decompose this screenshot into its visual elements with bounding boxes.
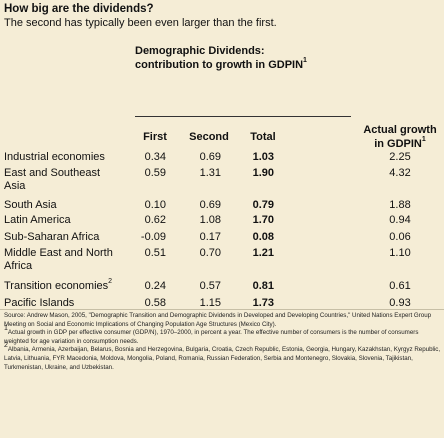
row-label: Sub-Saharan Africa — [4, 231, 116, 244]
row-label-sup: 2 — [108, 278, 113, 286]
row-label: Latin America — [4, 214, 116, 227]
cell-second: 0.17 — [199, 231, 221, 243]
cell-actual: 2.25 — [389, 151, 411, 163]
row-label: East and Southeast Asia — [4, 167, 116, 193]
cell-second: 0.70 — [199, 247, 221, 259]
cell-total: 1.03 — [252, 151, 274, 163]
group-title-sup: 1 — [303, 57, 307, 65]
header-subtitle: The second has typically been even large… — [4, 17, 277, 29]
cell-second: 0.69 — [199, 151, 221, 163]
group-title: Demographic Dividends: contribution to g… — [135, 44, 325, 72]
footnote-2: 2Albania, Armenia, Azerbaijan, Belarus, … — [4, 342, 442, 372]
footnote-1: 1Actual growth in GDP per effective cons… — [4, 325, 442, 346]
source-note: Source: Andrew Mason, 2005, "Demographic… — [4, 312, 432, 328]
cell-actual: 1.10 — [389, 247, 411, 259]
actual-growth-title: Actual growth in GDPIN1 — [357, 123, 443, 151]
cell-first: 0.58 — [144, 297, 166, 309]
group-title-text: Demographic Dividends: contribution to g… — [135, 45, 304, 71]
cell-total: 0.08 — [252, 231, 274, 243]
cell-total: 1.90 — [252, 167, 274, 179]
col-header-total: Total — [250, 131, 276, 143]
cell-first: 0.34 — [144, 151, 166, 163]
cell-actual: 0.94 — [389, 214, 411, 226]
cell-first: -0.09 — [140, 231, 166, 243]
cell-total: 0.81 — [252, 280, 274, 292]
cell-first: 0.59 — [144, 167, 166, 179]
row-label: Transition economies2 — [4, 278, 116, 293]
row-label-text: Sub-Saharan Africa — [4, 231, 100, 243]
notes: Source: Andrew Mason, 2005, "Demographic… — [4, 312, 442, 372]
row-label-text: South Asia — [4, 199, 57, 211]
cell-first: 0.24 — [144, 280, 166, 292]
cell-second: 0.69 — [199, 199, 221, 211]
cell-total: 1.73 — [252, 297, 274, 309]
cell-total: 1.70 — [252, 214, 274, 226]
footnote-2-text: Albania, Armenia, Azerbaijan, Belarus, B… — [4, 346, 441, 371]
row-label: Industrial economies — [4, 151, 116, 164]
cell-first: 0.51 — [144, 247, 166, 259]
row-label-text: Middle East and North Africa — [4, 247, 113, 272]
cell-second: 1.08 — [199, 214, 221, 226]
row-label-text: Industrial economies — [4, 151, 105, 163]
cell-total: 0.79 — [252, 199, 274, 211]
cell-first: 0.62 — [144, 214, 166, 226]
col-header-second: Second — [189, 131, 229, 143]
actual-title-sup: 1 — [421, 136, 426, 144]
cell-actual: 4.32 — [389, 167, 411, 179]
row-label: South Asia — [4, 199, 116, 212]
cell-actual: 0.61 — [389, 280, 411, 292]
footnote-1-text: Actual growth in GDP per effective consu… — [4, 329, 419, 345]
cell-first: 0.10 — [144, 199, 166, 211]
actual-title-text: Actual growth in GDPIN — [363, 124, 437, 150]
cell-second: 0.57 — [199, 280, 221, 292]
row-label: Pacific Islands — [4, 297, 116, 310]
row-label: Middle East and North Africa — [4, 247, 116, 273]
row-label-text: Transition economies — [4, 280, 109, 292]
row-label-text: Latin America — [4, 214, 71, 226]
cell-total: 1.21 — [252, 247, 274, 259]
notes-divider — [0, 309, 444, 310]
row-label-text: Pacific Islands — [4, 297, 75, 309]
row-label-text: East and Southeast Asia — [4, 167, 101, 192]
cell-second: 1.15 — [199, 297, 221, 309]
footnote-1-sup: 1 — [4, 325, 8, 333]
cell-second: 1.31 — [199, 167, 221, 179]
header-title: How big are the dividends? — [4, 3, 154, 15]
col-header-first: First — [143, 131, 167, 143]
cell-actual: 1.88 — [389, 199, 411, 211]
cell-actual: 0.93 — [389, 297, 411, 309]
footnote-2-sup: 2 — [4, 342, 8, 350]
cell-actual: 0.06 — [389, 231, 411, 243]
group-rule — [135, 116, 351, 117]
